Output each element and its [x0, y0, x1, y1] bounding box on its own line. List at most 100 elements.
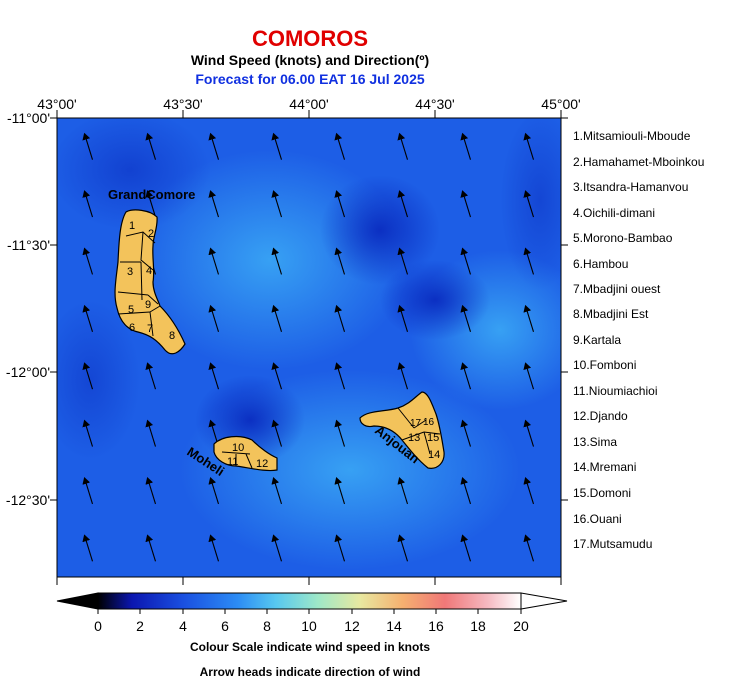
- colorbar-tick: 6: [221, 618, 229, 634]
- district-number: 9: [145, 299, 151, 311]
- district-legend-item: 17.Mutsamudu: [573, 537, 653, 551]
- wind-arrow: [145, 476, 157, 505]
- colorbar-caption: Colour Scale indicate wind speed in knot…: [189, 640, 431, 654]
- district-legend-item: 13.Sima: [573, 435, 618, 449]
- colorbar-tick: 10: [301, 618, 317, 634]
- district-legend-item: 11.Nioumiachioi: [573, 384, 658, 398]
- colorbar-tick: 18: [470, 618, 486, 634]
- lon-label: 43°00': [37, 96, 77, 112]
- district-number: 13: [408, 432, 420, 444]
- wind-arrow: [271, 247, 283, 275]
- wind-arrow: [145, 419, 157, 447]
- district-legend-item: 10.Fomboni: [573, 358, 637, 372]
- wind-arrow: [334, 190, 346, 218]
- wind-arrow: [523, 362, 535, 390]
- district-legend-item: 6.Hambou: [573, 257, 629, 271]
- wind-arrow: [460, 132, 472, 160]
- wind-arrow: [82, 247, 94, 275]
- district-legend-item: 9.Kartala: [573, 333, 622, 347]
- wind-arrow: [271, 362, 283, 390]
- wind-arrow: [460, 419, 472, 447]
- district-legend-item: 2.Hamahamet-Mboinkou: [573, 155, 705, 169]
- wind-arrow: [271, 534, 283, 562]
- wind-arrow: [271, 190, 283, 218]
- wind-arrow: [397, 247, 409, 275]
- map-subtitle: Wind Speed (knots) and Direction(º): [190, 52, 430, 68]
- lat-label: -11°00': [6, 110, 50, 126]
- wind-arrow: [82, 476, 94, 505]
- district-number: 12: [256, 458, 268, 470]
- colorbar-tick: 20: [513, 618, 529, 634]
- wind-arrow: [82, 304, 94, 332]
- wind-arrow: [145, 362, 157, 390]
- district-legend-item: 1.Mitsamiouli-Mboude: [573, 129, 691, 143]
- district-number: 14: [428, 449, 440, 461]
- colorbar-tick: 4: [179, 618, 187, 634]
- wind-arrow: [145, 190, 157, 218]
- wind-arrow: [460, 190, 472, 218]
- wind-arrow: [460, 247, 472, 275]
- lat-label: -12°30': [5, 492, 50, 508]
- axis-ticks: [50, 110, 568, 585]
- lon-label: 44°00': [289, 96, 329, 112]
- colorbar-ramp: [97, 592, 522, 610]
- wind-arrow: [397, 362, 409, 390]
- wind-arrow: [523, 304, 535, 332]
- wind-arrow: [334, 476, 346, 505]
- arrow-caption: Arrow heads indicate direction of wind: [199, 665, 421, 679]
- wind-arrow: [82, 190, 94, 218]
- district-legend-item: 4.Oichili-dimani: [573, 206, 656, 220]
- wind-arrow: [145, 132, 157, 160]
- wind-arrow: [334, 247, 346, 275]
- district-legend-item: 12.Djando: [573, 409, 628, 423]
- island-label-grand-comore: GrandComore: [108, 187, 195, 202]
- wind-arrow: [208, 247, 220, 275]
- wind-arrow: [82, 534, 94, 562]
- map-title: COMOROS: [251, 26, 369, 51]
- wind-arrow: [397, 132, 409, 160]
- colorbar-tick: 2: [136, 618, 144, 634]
- wind-arrow: [334, 419, 346, 447]
- wind-arrow: [82, 132, 94, 160]
- wind-arrow: [397, 534, 409, 562]
- district-number: 4: [146, 265, 152, 277]
- wind-arrow: [397, 190, 409, 218]
- wind-arrow: [334, 304, 346, 332]
- district-number: 17: [410, 418, 422, 429]
- wind-arrow: [523, 247, 535, 275]
- colorbar-tick: 14: [386, 618, 402, 634]
- wind-arrow: [82, 419, 94, 447]
- wind-arrow: [271, 419, 283, 447]
- wind-arrow: [271, 476, 283, 505]
- forecast-time: Forecast for 06.00 EAT 16 Jul 2025: [195, 71, 425, 87]
- district-legend-item: 15.Domoni: [573, 486, 632, 500]
- wind-arrow: [460, 534, 472, 562]
- wind-arrow: [334, 362, 346, 390]
- wind-arrow: [460, 304, 472, 332]
- district-legend-item: 5.Morono-Bambao: [573, 231, 673, 245]
- colorbar: [56, 592, 568, 614]
- wind-arrow: [523, 534, 535, 562]
- lon-label: 43°30': [163, 96, 203, 112]
- wind-arrow: [460, 362, 472, 390]
- lon-label: 44°30': [415, 96, 455, 112]
- district-number: 6: [129, 322, 135, 334]
- district-number: 8: [169, 330, 175, 342]
- district-number: 11: [227, 456, 238, 468]
- district-number: 7: [147, 323, 153, 335]
- wind-arrow: [208, 132, 220, 160]
- district-legend-item: 3.Itsandra-Hamanvou: [573, 180, 689, 194]
- colorbar-tick: 12: [344, 618, 360, 634]
- district-number: 16: [423, 417, 435, 428]
- district-number: 1: [129, 220, 135, 232]
- wind-arrow: [523, 132, 535, 160]
- district-legend-item: 7.Mbadjini ouest: [573, 282, 661, 296]
- wind-arrow: [208, 190, 220, 218]
- wind-arrow: [208, 476, 220, 505]
- district-number: 10: [232, 442, 244, 454]
- lat-label: -12°00': [5, 364, 50, 380]
- wind-arrow: [523, 476, 535, 505]
- district-legend-item: 8.Mbadjini Est: [573, 307, 649, 321]
- colorbar-low-cap: [56, 592, 99, 610]
